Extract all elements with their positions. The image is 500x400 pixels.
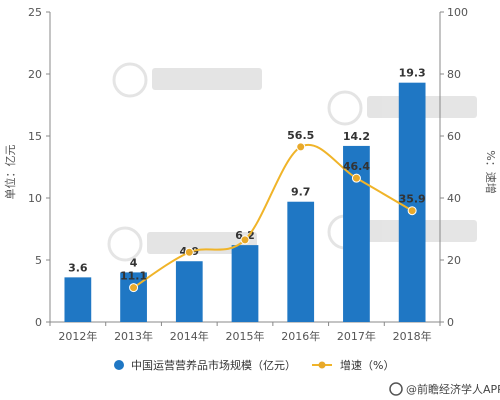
growth-point bbox=[296, 142, 306, 152]
bar-value-label: 19.3 bbox=[399, 67, 426, 80]
x-tick-label: 2014年 bbox=[170, 329, 209, 343]
line-series: 11.1 56.5 46.4 35.9 bbox=[120, 129, 426, 293]
legend-line-marker bbox=[318, 361, 326, 369]
legend-bar-marker bbox=[114, 360, 124, 370]
legend-bar-label: 中国运营营养品市场规模（亿元） bbox=[131, 358, 296, 372]
y-tick-label: 25 bbox=[28, 6, 42, 19]
y2-tick-label: 60 bbox=[447, 130, 461, 143]
growth-line-path bbox=[133, 143, 413, 289]
bar bbox=[398, 82, 426, 323]
bar bbox=[64, 277, 92, 322]
bar bbox=[231, 245, 259, 322]
x-tick-label: 2013年 bbox=[114, 329, 153, 343]
y2-tick-label: 40 bbox=[447, 192, 461, 205]
y2-tick-label: 0 bbox=[447, 316, 454, 329]
growth-value-label: 46.4 bbox=[343, 160, 370, 173]
growth-point bbox=[407, 206, 417, 216]
x-tick-label: 2012年 bbox=[58, 329, 97, 343]
footer-branding: @前瞻经济学人APP bbox=[389, 382, 500, 396]
y2-tick-label: 20 bbox=[447, 254, 461, 267]
watermark-logo-1 bbox=[112, 62, 262, 98]
y-axis-right: 0 20 40 60 80 100 bbox=[439, 6, 468, 329]
footer-logo-icon bbox=[389, 382, 403, 396]
y-tick-label: 15 bbox=[28, 130, 42, 143]
bar bbox=[287, 201, 315, 322]
y-axis-left: 0 5 10 15 20 25 bbox=[28, 6, 51, 329]
legend-line-label: 增速（%） bbox=[340, 358, 394, 372]
bar-value-label: 14.2 bbox=[343, 130, 370, 143]
x-tick-label: 2015年 bbox=[226, 329, 265, 343]
x-tick-label: 2017年 bbox=[337, 329, 376, 343]
y2-tick-label: 80 bbox=[447, 68, 461, 81]
x-tick-label: 2016年 bbox=[281, 329, 320, 343]
bar-value-label: 4 bbox=[130, 256, 138, 269]
bar-series: 3.644.96.29.714.219.3 bbox=[64, 67, 426, 323]
growth-point bbox=[240, 235, 250, 245]
growth-value-label: 56.5 bbox=[287, 129, 314, 142]
growth-point bbox=[129, 283, 139, 293]
y-tick-label: 10 bbox=[28, 192, 42, 205]
y2-axis-title: %：速增 bbox=[484, 150, 498, 193]
y-axis-title: 单位：亿元 bbox=[3, 145, 17, 200]
x-tick-label: 2018年 bbox=[393, 329, 432, 343]
x-axis: 2012年 2013年 2014年 2015年 2016年 2017年 2018年 bbox=[49, 321, 441, 343]
y2-tick-label: 100 bbox=[447, 6, 468, 19]
y-tick-label: 5 bbox=[35, 254, 42, 267]
bar bbox=[175, 261, 203, 322]
growth-point bbox=[351, 173, 361, 183]
legend: 中国运营营养品市场规模（亿元） 增速（%） bbox=[114, 358, 394, 372]
growth-point bbox=[184, 247, 194, 257]
growth-value-label: 35.9 bbox=[399, 193, 426, 206]
growth-value-label: 11.1 bbox=[120, 270, 147, 283]
y-tick-label: 20 bbox=[28, 68, 42, 81]
bar-value-label: 9.7 bbox=[291, 186, 311, 199]
footer-source-text: @前瞻经济学人APP bbox=[406, 382, 500, 396]
bar-value-label: 3.6 bbox=[68, 261, 88, 274]
y-tick-label: 0 bbox=[35, 316, 42, 329]
